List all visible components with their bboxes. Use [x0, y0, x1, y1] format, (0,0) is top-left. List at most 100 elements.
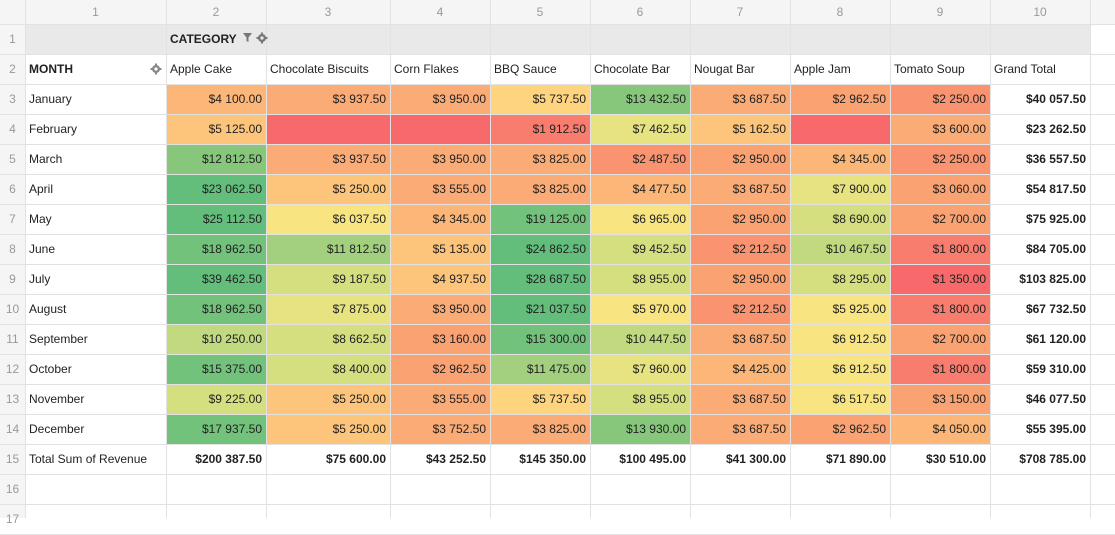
- value-cell: $4 477.50: [632, 182, 686, 196]
- value-cell: $1 912.50: [532, 122, 586, 136]
- value-cell: $2 950.00: [732, 212, 786, 226]
- total-cell: $41 300.00: [725, 452, 786, 466]
- value-cell: $2 962.50: [432, 362, 486, 376]
- value-cell: $2 962.50: [832, 92, 886, 106]
- heat-cell-bg: [790, 294, 890, 324]
- heat-cell-bg: [266, 174, 390, 204]
- value-cell: $5 737.50: [532, 92, 586, 106]
- grid-line-v: [1090, 0, 1091, 518]
- heat-cell-bg: [690, 414, 790, 444]
- grid-line-v: [166, 0, 167, 518]
- heat-cell-bg: [890, 84, 990, 114]
- value-cell: $5 135.00: [432, 242, 486, 256]
- value-cell: $5 250.00: [332, 182, 386, 196]
- value-cell: $18 962.50: [201, 302, 262, 316]
- total-cell: $71 890.00: [825, 452, 886, 466]
- heat-cell-bg: [390, 144, 490, 174]
- value-cell: $2 212.50: [732, 242, 786, 256]
- value-cell: $3 687.50: [732, 92, 786, 106]
- value-cell: $7 875.00: [332, 302, 386, 316]
- heat-cell-bg: [166, 84, 266, 114]
- heat-cell-bg: [166, 294, 266, 324]
- heat-cell-bg: [390, 234, 490, 264]
- value-cell: $9 452.50: [632, 242, 686, 256]
- heat-cell-bg: [790, 234, 890, 264]
- value-cell: $3 825.00: [532, 182, 586, 196]
- grid-line-h: [0, 264, 1115, 265]
- total-cell: $145 350.00: [519, 452, 586, 466]
- grid-line-v: [25, 0, 26, 518]
- grid-line-v: [590, 0, 591, 518]
- value-cell: $3 825.00: [532, 152, 586, 166]
- pivot-field-icons: [243, 32, 268, 44]
- row-number: 6: [9, 182, 16, 196]
- row-label: July: [29, 272, 51, 286]
- total-cell: $43 252.50: [425, 452, 486, 466]
- grid-line-v: [690, 0, 691, 518]
- row-number: 7: [9, 212, 16, 226]
- heat-cell-bg: [166, 354, 266, 384]
- total-cell: $200 387.50: [195, 452, 262, 466]
- row-number: 4: [9, 122, 16, 136]
- value-cell: $3 687.50: [732, 182, 786, 196]
- value-cell: $8 955.00: [632, 272, 686, 286]
- heat-cell-bg: [266, 294, 390, 324]
- heat-cell-bg: [590, 384, 690, 414]
- heat-cell-bg: [890, 144, 990, 174]
- value-cell: $28 687.50: [525, 272, 586, 286]
- value-cell: $13 930.00: [625, 422, 686, 436]
- row-field-gear[interactable]: [150, 63, 162, 75]
- grid-line-h: [0, 114, 1115, 115]
- heat-cell-bg: [890, 174, 990, 204]
- value-cell: $3 687.50: [732, 392, 786, 406]
- heat-cell-bg: [266, 234, 390, 264]
- heat-cell-bg: [890, 414, 990, 444]
- value-cell: $4 425.00: [732, 362, 786, 376]
- heat-cell-bg: [266, 144, 390, 174]
- total-row-label: Total Sum of Revenue: [29, 452, 148, 466]
- value-cell: [390, 114, 490, 144]
- value-cell: $10 250.00: [201, 332, 262, 346]
- row-number: 8: [9, 242, 16, 256]
- row-number: 11: [6, 332, 19, 346]
- column-header: Apple Cake: [170, 62, 233, 76]
- grid-line-v: [490, 0, 491, 518]
- heat-cell-bg: [490, 204, 590, 234]
- heat-cell-bg: [890, 324, 990, 354]
- column-header: BBQ Sauce: [494, 62, 557, 76]
- heat-cell-bg: [690, 264, 790, 294]
- heat-cell-bg: [890, 264, 990, 294]
- row-number: 9: [9, 272, 16, 286]
- heat-cell-bg: [590, 114, 690, 144]
- grid-line-h: [0, 294, 1115, 295]
- grand-total-cell: $46 077.50: [1025, 392, 1086, 406]
- row-number: 12: [5, 362, 20, 376]
- heat-cell-bg: [890, 354, 990, 384]
- grand-total-cell: $23 262.50: [1025, 122, 1086, 136]
- heat-cell-bg: [390, 354, 490, 384]
- heat-cell-bg: [890, 204, 990, 234]
- value-cell: $3 687.50: [732, 422, 786, 436]
- value-cell: $7 960.00: [632, 362, 686, 376]
- column-header: Nougat Bar: [694, 62, 755, 76]
- heat-cell-bg: [266, 324, 390, 354]
- heat-cell-bg: [690, 84, 790, 114]
- grand-total-cell: $59 310.00: [1025, 362, 1086, 376]
- value-cell: $3 950.00: [432, 92, 486, 106]
- column-header: Chocolate Biscuits: [270, 62, 369, 76]
- value-cell: $8 662.50: [332, 332, 386, 346]
- column-header: Grand Total: [994, 62, 1056, 76]
- heat-cell-bg: [690, 144, 790, 174]
- heat-cell-bg: [166, 144, 266, 174]
- value-cell: $6 912.50: [832, 362, 886, 376]
- value-cell: $7 462.50: [632, 122, 686, 136]
- filter-icon[interactable]: [243, 33, 252, 42]
- heat-cell-bg: [590, 264, 690, 294]
- heat-cell-bg: [690, 354, 790, 384]
- row-number: 15: [5, 452, 20, 466]
- value-cell: $39 462.50: [201, 272, 262, 286]
- gear-icon[interactable]: [256, 32, 268, 44]
- heat-cell-bg: [266, 414, 390, 444]
- column-number: 7: [736, 5, 744, 19]
- total-cell: $100 495.00: [619, 452, 686, 466]
